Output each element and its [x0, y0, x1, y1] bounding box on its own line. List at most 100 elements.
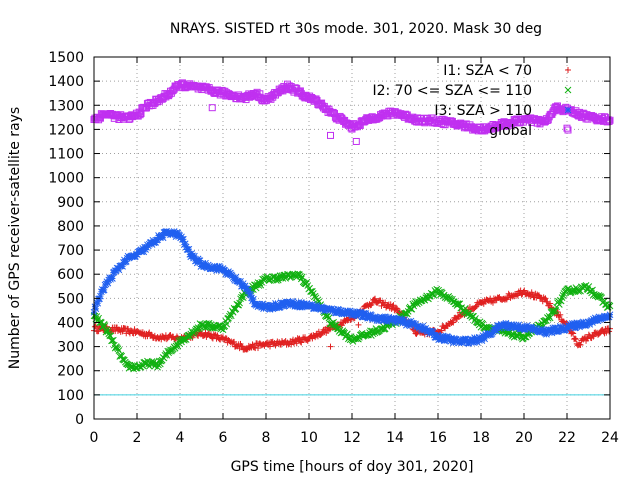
marker-stroke — [196, 320, 204, 328]
marker-stroke — [121, 356, 128, 364]
marker-stroke — [232, 273, 240, 281]
marker-stroke — [520, 333, 528, 341]
point-i1 — [472, 304, 479, 311]
marker-stroke — [342, 333, 349, 341]
point-i1 — [450, 319, 457, 326]
point-i1 — [91, 323, 98, 330]
point-i1 — [521, 287, 528, 294]
grid-layer — [94, 57, 610, 419]
marker-stroke — [102, 328, 110, 336]
marker-stroke — [98, 319, 105, 326]
marker-stroke — [119, 263, 126, 270]
point-i1 — [119, 328, 126, 335]
marker-stroke — [587, 287, 595, 295]
point-i1 — [571, 335, 578, 342]
marker-stroke — [435, 286, 442, 294]
point-i2 — [172, 342, 180, 350]
marker-stroke — [215, 322, 222, 330]
point-i1 — [606, 328, 613, 335]
point-i2 — [555, 301, 563, 308]
marker-stroke — [356, 334, 363, 341]
marker-stroke — [241, 282, 249, 290]
marker-stroke — [445, 293, 453, 300]
marker-stroke — [207, 321, 215, 328]
marker-stroke — [303, 278, 311, 286]
point-i1 — [214, 332, 221, 339]
point-i2 — [355, 335, 362, 343]
marker-stroke — [236, 299, 243, 307]
point-i2 — [309, 288, 316, 295]
marker-stroke — [467, 312, 475, 319]
point-i1 — [542, 295, 549, 302]
marker-stroke — [100, 286, 108, 294]
point-i1 — [389, 303, 396, 310]
chart-title: NRAYS. SISTED rt 30s mode. 301, 2020. Ma… — [170, 21, 542, 37]
marker-stroke — [108, 337, 115, 345]
point-i2 — [104, 328, 112, 335]
marker-stroke — [381, 313, 389, 321]
marker-stroke — [546, 314, 554, 322]
point-i1 — [590, 333, 597, 340]
marker-stroke — [601, 297, 608, 305]
point-i2 — [544, 315, 552, 322]
marker-stroke — [104, 328, 112, 335]
point-i2 — [148, 358, 156, 365]
point-i2 — [546, 314, 554, 322]
marker-stroke — [413, 299, 420, 306]
point-i1 — [298, 339, 305, 346]
point-i2 — [101, 322, 109, 329]
point-i1 — [438, 327, 445, 334]
marker-stroke — [181, 240, 189, 248]
marker-stroke — [109, 275, 116, 282]
point-i1 — [148, 331, 155, 338]
marker-stroke — [325, 314, 333, 322]
point-i1 — [378, 302, 385, 309]
point-i2 — [408, 305, 416, 313]
marker-stroke — [582, 282, 590, 289]
point-i1 — [393, 305, 400, 312]
point-i2 — [103, 326, 111, 334]
point-i2 — [115, 347, 123, 354]
marker-stroke — [309, 288, 316, 295]
point-i2 — [314, 296, 322, 304]
marker-stroke — [175, 337, 183, 345]
point-i1 — [293, 340, 300, 347]
point-i1 — [251, 344, 258, 351]
marker-stroke — [103, 326, 111, 334]
marker-stroke — [422, 294, 430, 301]
point-i1 — [266, 343, 273, 350]
marker-stroke — [196, 257, 204, 265]
marker-stroke — [227, 312, 235, 320]
marker-stroke — [263, 273, 271, 280]
marker-stroke — [472, 315, 479, 322]
point-i1 — [603, 329, 610, 336]
marker-stroke — [408, 305, 416, 313]
marker-stroke — [309, 290, 317, 297]
point-i1 — [572, 336, 579, 343]
point-i1 — [231, 338, 238, 345]
marker-stroke — [338, 329, 346, 336]
series-layer — [90, 79, 614, 373]
marker-stroke — [114, 345, 122, 353]
marker-stroke — [602, 301, 610, 308]
marker-stroke — [559, 291, 567, 299]
marker-stroke — [172, 342, 180, 350]
marker-stroke — [101, 322, 109, 329]
point-i1 — [577, 341, 584, 348]
marker-stroke — [346, 307, 354, 315]
point-i3 — [109, 275, 116, 282]
point-i2 — [565, 285, 572, 292]
point-i2 — [235, 301, 243, 309]
marker-stroke — [304, 282, 312, 289]
point-i2 — [155, 361, 162, 369]
marker-stroke — [555, 301, 563, 308]
marker-stroke — [271, 273, 278, 280]
point-i2 — [114, 345, 122, 353]
point-i2 — [223, 320, 231, 328]
point-i2 — [558, 294, 566, 301]
marker-stroke — [91, 312, 99, 320]
marker-stroke — [314, 296, 322, 304]
point-i1 — [382, 299, 389, 306]
marker-stroke — [148, 358, 156, 365]
